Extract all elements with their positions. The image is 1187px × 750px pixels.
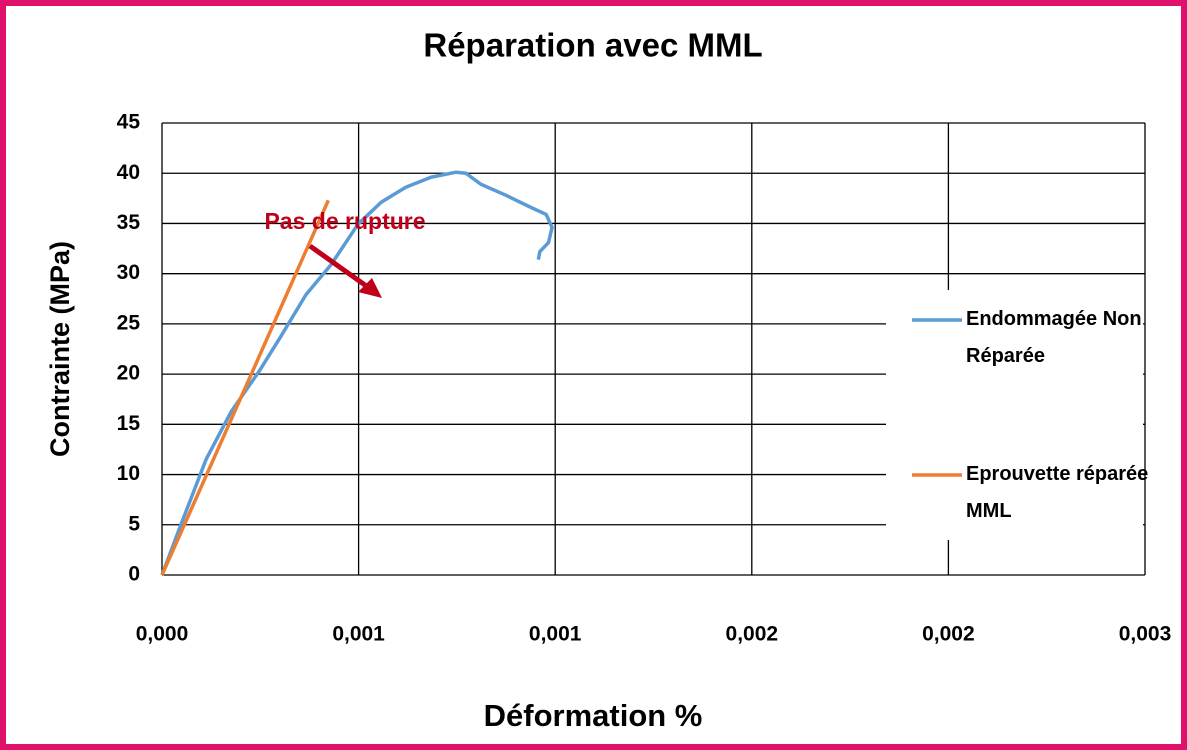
x-tick-label: 0,000	[136, 623, 189, 646]
y-tick-label: 20	[117, 362, 140, 385]
y-tick-label: 15	[117, 412, 141, 435]
y-tick-label: 40	[117, 161, 140, 184]
y-axis-label: Contrainte (MPa)	[45, 241, 75, 457]
legend-box	[886, 290, 1143, 540]
y-tick-label: 25	[117, 311, 141, 334]
y-tick-label: 10	[117, 462, 140, 485]
y-tick-label: 45	[117, 111, 141, 134]
annotation-arrow	[308, 243, 374, 293]
x-tick-label: 0,001	[529, 623, 582, 646]
y-tick-label: 5	[128, 512, 140, 535]
legend-label: Eprouvette réparée MML	[966, 463, 1148, 522]
x-axis-label: Déformation %	[484, 698, 703, 733]
x-tick-label: 0,002	[726, 623, 779, 646]
chart-title: Réparation avec MML	[423, 27, 762, 64]
y-tick-label: 0	[128, 563, 140, 586]
x-tick-label: 0,002	[922, 623, 975, 646]
plot-area: 0 5 10 15 20 25 30 35 40 45 0,000 0,001 0,001 0,002 0,…	[117, 111, 1172, 646]
legend: Endommagée Non Réparée Eprouvette réparée M…	[912, 308, 1148, 522]
y-tick-label: 35	[117, 211, 141, 234]
y-tick-label: 30	[117, 261, 140, 284]
x-tick-label: 0,001	[332, 623, 385, 646]
annotation: Pas de rupture	[264, 208, 425, 234]
series-line	[160, 199, 330, 576]
legend-label: Endommagée Non Réparée	[966, 308, 1142, 367]
annotation-arrowhead	[358, 278, 382, 298]
x-tick-label: 0,003	[1119, 623, 1172, 646]
